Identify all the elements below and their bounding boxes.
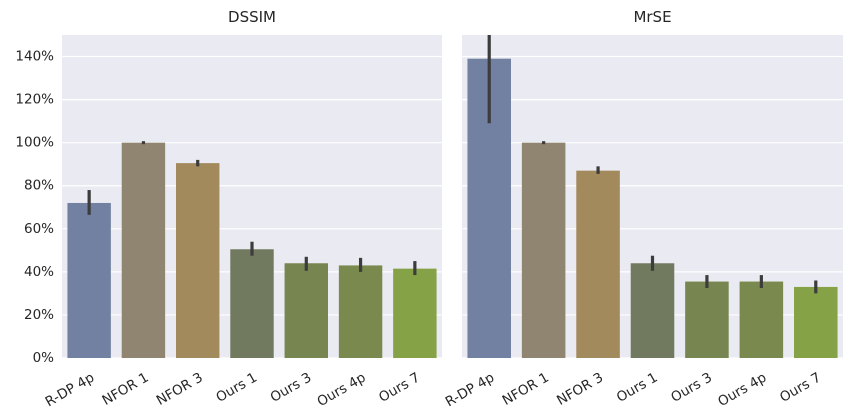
x-tick-label: Ours 3	[668, 370, 715, 406]
x-tick-label: NFOR 1	[99, 370, 151, 409]
chart-title: MrSE	[633, 8, 671, 26]
bar	[739, 281, 784, 358]
bar	[67, 202, 111, 358]
bar	[393, 268, 437, 358]
y-tick-label: 0%	[33, 350, 55, 366]
x-tick-label: NFOR 3	[554, 370, 606, 409]
bar	[685, 281, 729, 358]
y-tick-label: 20%	[24, 307, 54, 323]
x-tick-label: Ours 4p	[314, 370, 368, 410]
bar	[521, 142, 566, 358]
y-tick-label: 40%	[24, 264, 54, 280]
x-tick-label: NFOR 1	[500, 370, 552, 409]
bar	[284, 263, 328, 358]
y-tick-label: 120%	[15, 92, 54, 108]
bar	[576, 170, 620, 358]
x-tick-label: R-DP 4p	[443, 370, 498, 411]
x-tick-label: Ours 1	[213, 370, 260, 406]
bar	[630, 263, 675, 358]
panel-1: R-DP 4p NFOR 1 NFOR 3 Ours 1 Ours 3 Ours 4p Ou…	[443, 8, 843, 410]
y-tick-label: 140%	[15, 49, 54, 65]
bar	[176, 163, 220, 358]
bar	[230, 249, 274, 358]
x-tick-label: NFOR 3	[154, 370, 206, 409]
y-tick-label: 100%	[15, 135, 54, 151]
x-tick-label: Ours 7	[376, 370, 423, 406]
y-tick-label: 80%	[24, 178, 54, 194]
x-tick-label: Ours 7	[777, 370, 824, 406]
x-tick-label: Ours 4p	[715, 370, 769, 410]
bar	[794, 286, 838, 358]
x-tick-label: R-DP 4p	[43, 370, 98, 411]
chart-title: DSSIM	[228, 8, 276, 26]
bar	[338, 265, 383, 358]
y-tick-label: 60%	[24, 221, 54, 237]
x-tick-label: Ours 1	[614, 370, 661, 406]
bar	[121, 142, 166, 358]
x-tick-label: Ours 3	[268, 370, 315, 406]
